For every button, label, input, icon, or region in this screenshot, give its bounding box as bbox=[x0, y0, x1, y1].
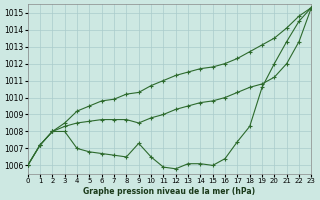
X-axis label: Graphe pression niveau de la mer (hPa): Graphe pression niveau de la mer (hPa) bbox=[84, 187, 256, 196]
